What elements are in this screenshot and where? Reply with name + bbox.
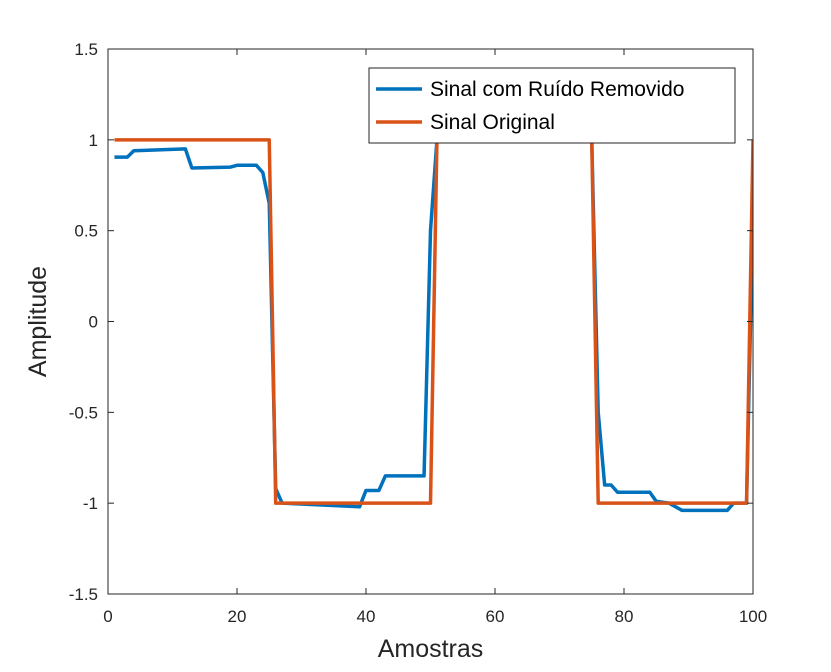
y-tick-label: 0 [89,313,98,332]
y-axis-title: Amplitude [24,266,52,377]
legend-label-original: Sinal Original [430,111,555,134]
x-tick-label: 100 [739,607,767,626]
y-tick-label: 0.5 [74,222,98,241]
y-tick-label: -1 [83,494,98,513]
x-tick-label: 0 [103,607,112,626]
legend: Sinal com Ruído Removido Sinal Original [369,68,735,143]
y-tick-label: -0.5 [69,403,98,422]
legend-label-denoised: Sinal com Ruído Removido [430,78,684,101]
y-tick-label: 1 [89,131,98,150]
x-tick-label: 80 [615,607,634,626]
x-tick-label: 60 [486,607,505,626]
x-tick-label: 40 [357,607,376,626]
y-tick-label: 1.5 [74,40,98,59]
x-axis-title: Amostras [378,635,484,663]
x-tick-label: 20 [228,607,247,626]
y-tick-label: -1.5 [69,585,98,604]
